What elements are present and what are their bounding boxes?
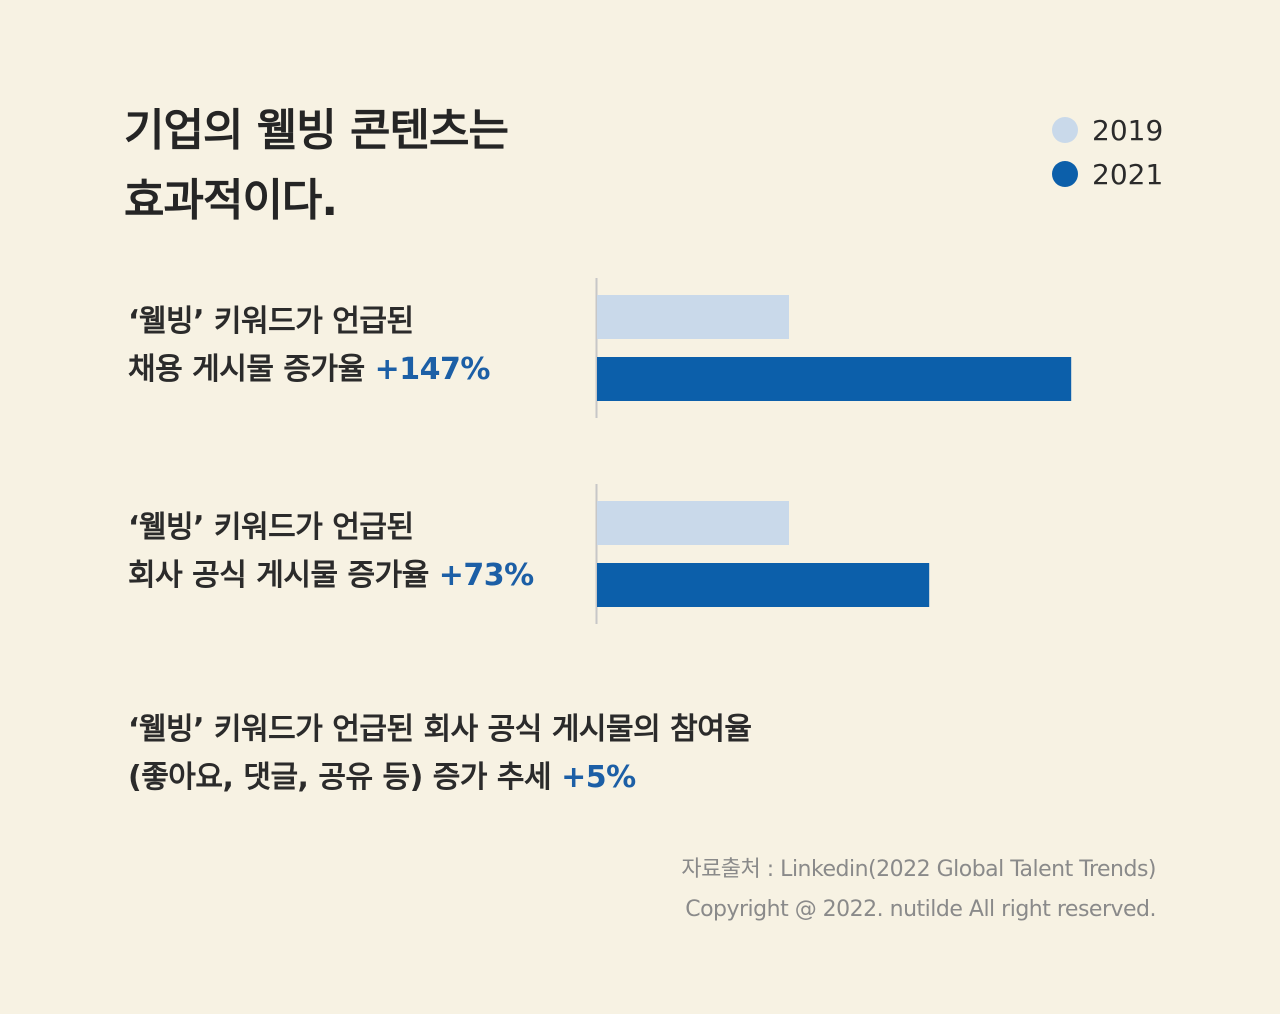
metric-value: +5% [561,760,636,795]
metric-label-line1: ‘웰빙’ 키워드가 언급된 회사 공식 게시물의 참여율 [128,712,752,747]
legend-label-2021: 2021 [1092,157,1164,191]
metric-label-line2: 회사 공식 게시물 증가율 +73% [128,552,534,600]
legend-item-2019: 2019 [1052,108,1163,152]
legend-swatch-2021 [1052,161,1078,187]
metric-job-posts: ‘웰빙’ 키워드가 언급된 채용 게시물 증가율 +147% [128,298,490,394]
chart-legend: 2019 2021 [1052,108,1163,196]
legend-label-2019: 2019 [1092,113,1164,147]
bar-group2-2019 [597,501,789,545]
metric-company-posts: ‘웰빙’ 키워드가 언급된 회사 공식 게시물 증가율 +73% [128,504,534,600]
metric-label-text: (좋아요, 댓글, 공유 등) 증가 추세 [128,760,562,795]
title-line-1: 기업의 웰빙 콘텐츠는 [124,105,509,156]
metric-label-line1: ‘웰빙’ 키워드가 언급된 [128,304,414,339]
source-line: 자료출처 : Linkedin(2022 Global Talent Trend… [681,857,1156,882]
page-title: 기업의 웰빙 콘텐츠는 효과적이다. [124,96,509,236]
metric-label-line1: ‘웰빙’ 키워드가 언급된 [128,510,414,545]
copyright-line: Copyright @ 2022. nutilde All right rese… [685,897,1156,922]
bar-group1-2021 [597,357,1072,401]
metric-label-text: 채용 게시물 증가율 [128,352,375,387]
metric-value: +73% [438,558,534,593]
legend-swatch-2019 [1052,117,1078,143]
source-credit: 자료출처 : Linkedin(2022 Global Talent Trend… [681,850,1156,930]
metric-engagement: ‘웰빙’ 키워드가 언급된 회사 공식 게시물의 참여율 (좋아요, 댓글, 공… [128,706,752,802]
metric-label-line2: (좋아요, 댓글, 공유 등) 증가 추세 +5% [128,754,751,802]
metric-value: +147% [374,352,491,387]
metric-label-text: 회사 공식 게시물 증가율 [128,558,439,593]
legend-item-2021: 2021 [1052,152,1163,196]
bar-group2-2021 [597,563,930,607]
title-line-2: 효과적이다. [124,175,338,226]
bar-group1-2019 [597,295,789,339]
metric-label-line2: 채용 게시물 증가율 +147% [128,346,490,394]
